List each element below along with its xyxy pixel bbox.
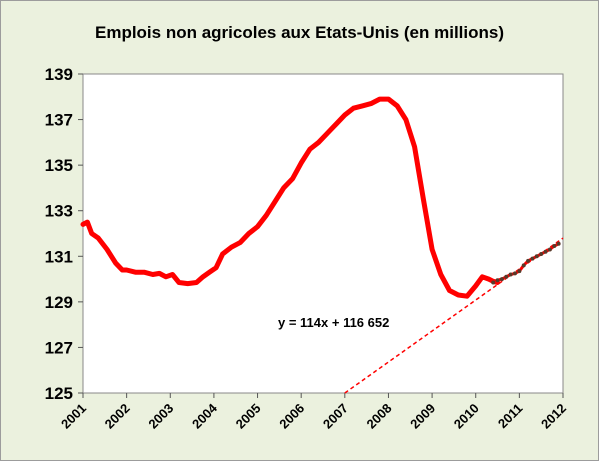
data-point — [513, 271, 517, 276]
x-tick-label: 2012 — [538, 401, 569, 432]
y-tick-label: 127 — [45, 338, 73, 357]
x-tick-label: 2004 — [189, 400, 221, 432]
data-point — [552, 244, 557, 249]
x-tick-label: 2003 — [145, 401, 176, 432]
regression-equation: y = 114x + 116 652 — [278, 315, 389, 330]
chart-title: Emplois non agricoles aux Etats-Unis (en… — [94, 23, 505, 42]
data-point — [556, 241, 561, 246]
y-tick-label: 137 — [45, 111, 73, 130]
y-tick-label: 125 — [45, 384, 73, 403]
x-tick-label: 2009 — [407, 401, 438, 432]
data-point — [543, 249, 548, 254]
data-point — [508, 272, 513, 277]
y-tick-label: 133 — [45, 202, 73, 221]
data-point — [499, 277, 504, 282]
data-point — [521, 263, 526, 268]
data-point — [530, 256, 535, 261]
plot-area — [82, 73, 564, 394]
x-tick-label: 2007 — [320, 401, 351, 432]
y-tick-label: 131 — [45, 247, 73, 266]
recent-series-line — [492, 242, 560, 284]
data-point — [547, 247, 552, 252]
data-point — [526, 258, 531, 263]
trend-line — [344, 237, 564, 394]
data-point — [491, 280, 496, 285]
data-point — [504, 274, 509, 279]
y-tick-label: 135 — [45, 156, 73, 175]
data-point — [534, 254, 539, 259]
x-tick-label: 2010 — [451, 401, 482, 432]
data-point — [495, 278, 500, 283]
y-tick-label: 139 — [45, 65, 73, 84]
x-tick-label: 2011 — [495, 401, 526, 432]
x-tick-label: 2002 — [102, 401, 133, 432]
series-line — [80, 96, 500, 299]
x-tick-label: 2005 — [233, 401, 264, 432]
x-tick-label: 2006 — [276, 401, 307, 432]
x-tick-label: 2001 — [58, 401, 89, 432]
data-point — [539, 252, 544, 257]
y-tick-label: 129 — [45, 293, 73, 312]
x-tick-label: 2008 — [364, 401, 395, 432]
data-point — [517, 269, 522, 274]
